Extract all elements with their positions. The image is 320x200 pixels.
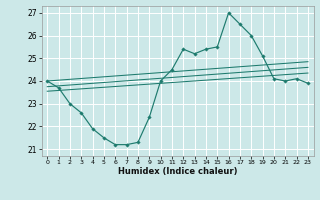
X-axis label: Humidex (Indice chaleur): Humidex (Indice chaleur) [118,167,237,176]
